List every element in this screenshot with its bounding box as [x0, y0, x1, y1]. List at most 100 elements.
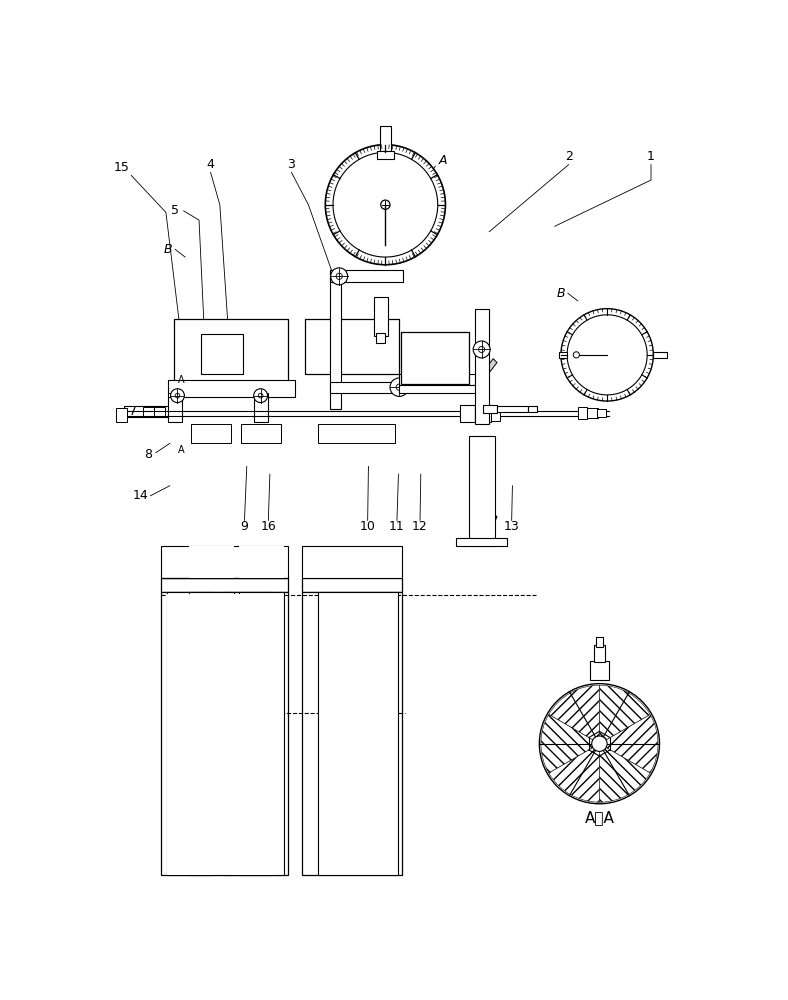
Text: 9: 9 [240, 520, 248, 533]
Bar [168, 594, 214, 875]
Bar [578, 407, 587, 419]
Bar [161, 546, 288, 578]
Bar [475, 405, 491, 422]
Bar [154, 407, 165, 416]
Bar [594, 645, 605, 662]
Text: 12: 12 [412, 520, 428, 533]
Polygon shape [475, 359, 497, 386]
Bar [189, 546, 234, 578]
Bar [201, 334, 243, 374]
Text: 10: 10 [360, 520, 376, 533]
Bar [401, 332, 469, 384]
Text: A: A [439, 154, 448, 167]
Bar [330, 270, 340, 409]
Text: 11: 11 [389, 520, 405, 533]
Bar [377, 151, 394, 158]
Bar [161, 592, 288, 875]
Circle shape [567, 315, 647, 395]
Bar [161, 578, 288, 592]
Wedge shape [548, 685, 600, 744]
Text: 3: 3 [288, 158, 296, 171]
Bar [400, 374, 480, 385]
Bar [239, 546, 284, 578]
Circle shape [396, 384, 403, 390]
Bar [376, 333, 385, 343]
Text: A: A [178, 375, 184, 385]
Bar [318, 592, 399, 875]
Bar [230, 594, 276, 875]
Bar [239, 592, 284, 875]
Bar [304, 319, 400, 374]
Text: 16: 16 [261, 520, 277, 533]
Circle shape [473, 341, 490, 358]
Bar [303, 546, 403, 578]
Polygon shape [376, 343, 385, 351]
Bar [497, 406, 528, 412]
Bar [590, 738, 608, 750]
Bar [474, 309, 489, 424]
Bar [241, 424, 281, 443]
Wedge shape [600, 744, 650, 802]
Circle shape [573, 352, 579, 358]
Bar [597, 637, 603, 647]
Bar [116, 409, 125, 415]
Bar [225, 592, 269, 875]
Bar [189, 592, 234, 875]
Bar [191, 424, 232, 443]
Circle shape [390, 378, 408, 396]
Text: 4: 4 [206, 158, 214, 171]
Text: A－A: A－A [585, 810, 615, 825]
Text: 8: 8 [144, 448, 152, 461]
Bar [201, 334, 243, 374]
Circle shape [381, 200, 390, 209]
Bar [303, 578, 403, 592]
Circle shape [478, 346, 485, 353]
Text: B: B [556, 287, 565, 300]
Text: 13: 13 [504, 520, 519, 533]
Circle shape [539, 684, 660, 804]
Bar [168, 380, 296, 397]
Bar [173, 319, 288, 382]
Circle shape [592, 736, 607, 751]
Text: 14: 14 [132, 489, 148, 502]
Bar [469, 436, 496, 546]
Bar [587, 408, 598, 418]
Bar [168, 592, 212, 875]
Bar [590, 661, 608, 680]
Circle shape [561, 309, 653, 401]
Bar [168, 393, 182, 397]
Text: 1: 1 [647, 150, 655, 163]
Circle shape [258, 393, 263, 398]
Bar [491, 406, 500, 421]
Bar [483, 405, 497, 413]
Text: 5: 5 [171, 204, 179, 217]
Bar [143, 407, 154, 416]
Circle shape [170, 389, 184, 403]
Bar [168, 397, 182, 422]
Circle shape [336, 273, 342, 279]
Bar [304, 319, 400, 374]
Circle shape [333, 152, 437, 257]
Text: 7: 7 [128, 405, 137, 418]
Wedge shape [548, 744, 600, 802]
Bar [400, 385, 480, 393]
Text: 15: 15 [114, 161, 130, 174]
Circle shape [175, 393, 180, 398]
Bar [374, 297, 388, 336]
Text: B: B [164, 243, 173, 256]
Bar [255, 393, 269, 397]
Bar [380, 126, 391, 151]
Bar [590, 661, 608, 680]
Bar [528, 406, 537, 412]
Wedge shape [600, 714, 658, 773]
Bar [124, 406, 169, 417]
Polygon shape [478, 513, 497, 542]
Bar [330, 382, 403, 393]
Bar [401, 332, 469, 384]
Text: 2: 2 [565, 150, 573, 163]
Circle shape [254, 389, 268, 403]
Bar [597, 409, 606, 417]
Bar [653, 352, 667, 358]
Wedge shape [541, 714, 600, 773]
Bar [318, 424, 396, 443]
